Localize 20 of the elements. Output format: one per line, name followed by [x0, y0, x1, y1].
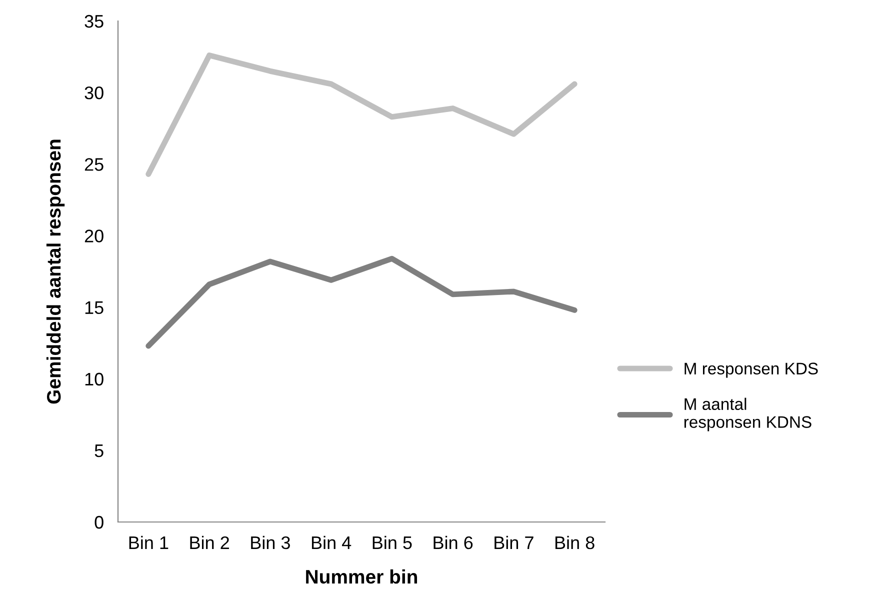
x-tick-label: Bin 7 — [494, 536, 534, 549]
x-tick-label: Bin 4 — [312, 536, 352, 549]
x-tick-label: Bin 3 — [251, 536, 290, 550]
y-tick-label: 35 — [84, 14, 104, 28]
x-tick-label: Bin 1 — [129, 536, 168, 549]
y-tick-label: 30 — [84, 86, 104, 100]
legend-label: M responsen KDS — [684, 362, 818, 378]
x-tick-label: Bin 5 — [372, 536, 412, 550]
y-tick-label: 20 — [84, 230, 104, 242]
x-axis-title: Nummer bin — [306, 569, 418, 584]
y-tick-label: 0 — [94, 516, 104, 529]
x-tick-label: Bin 6 — [434, 536, 473, 550]
y-tick-label: 25 — [84, 158, 104, 171]
legend-label: M aantal responsen KDNS — [684, 398, 812, 432]
y-tick-label: 10 — [85, 372, 104, 386]
x-tick-label: Bin 2 — [190, 536, 229, 549]
x-tick-label: Bin 8 — [555, 536, 594, 550]
y-tick-label: 5 — [94, 444, 104, 458]
y-tick-label: 15 — [85, 301, 104, 314]
y-axis-title: Gemiddeld aantal responsen — [46, 140, 65, 404]
